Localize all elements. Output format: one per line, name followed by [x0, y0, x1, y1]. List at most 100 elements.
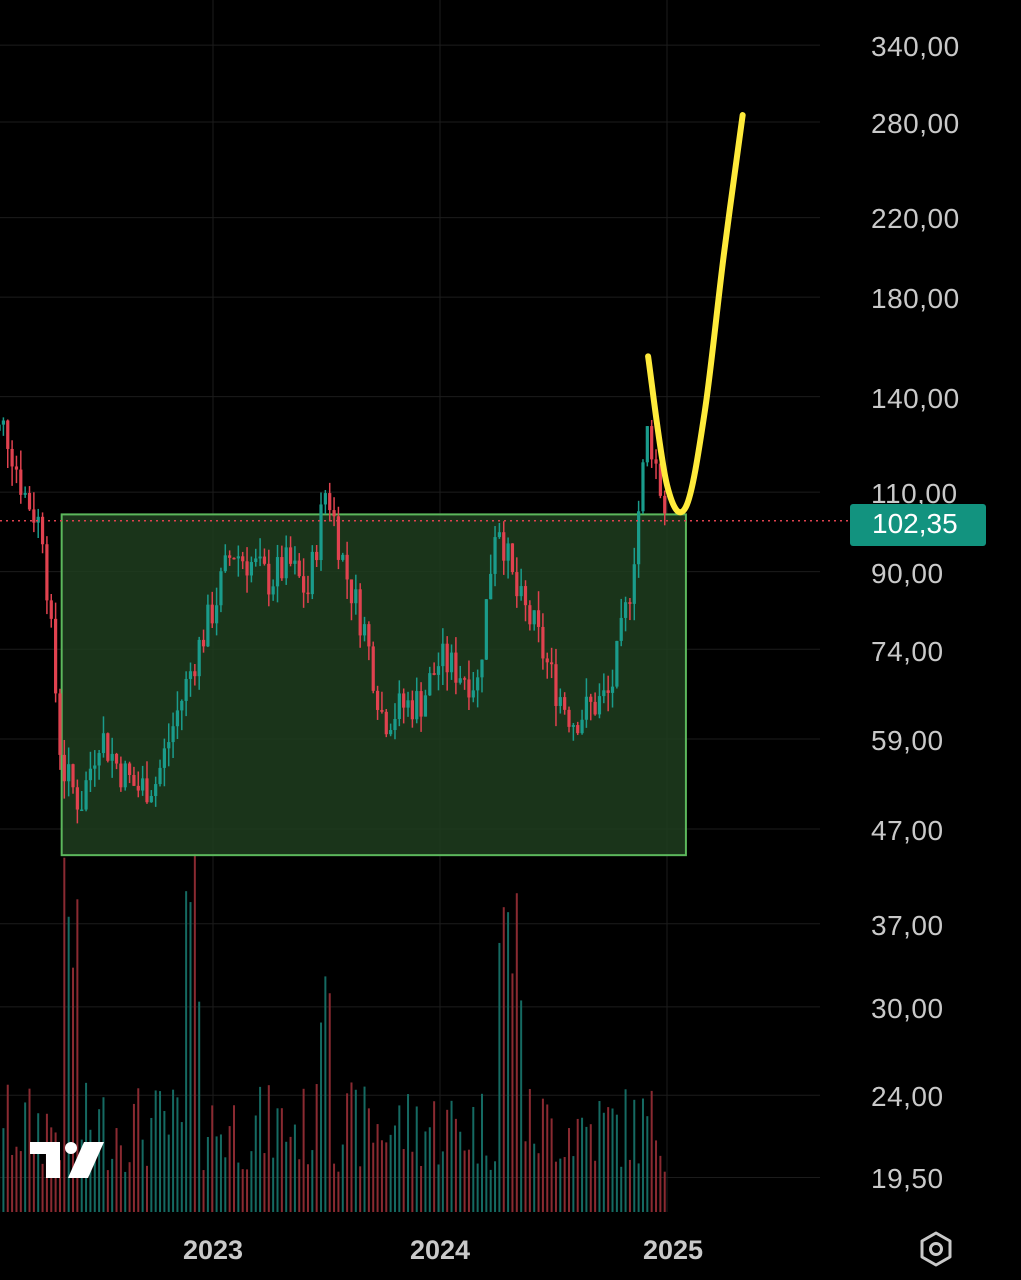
volume-bar [663, 1171, 666, 1212]
projection-curve[interactable] [645, 112, 746, 516]
volume-bar [228, 1126, 231, 1212]
price-axis-label: 47,00 [871, 815, 944, 846]
volume-bar [437, 1164, 440, 1212]
candle-body [402, 693, 406, 708]
candle-body [180, 700, 184, 711]
volume-bar [415, 1106, 418, 1212]
candle-body [32, 509, 36, 523]
candle-body [502, 532, 506, 561]
volume-bar [467, 1149, 470, 1212]
volume-bar [15, 1146, 18, 1212]
volume-bar [206, 1136, 209, 1212]
candle-body [410, 700, 414, 720]
volume-bar [302, 1088, 305, 1212]
candle-body [88, 768, 93, 781]
volume-bar [11, 1154, 14, 1212]
volume-bar [119, 1145, 122, 1212]
volume-bar [198, 1001, 201, 1212]
volume-bar [650, 1090, 653, 1212]
candle-body [615, 640, 619, 687]
volume-bar [637, 1163, 640, 1212]
volume-bar [420, 1165, 423, 1212]
candle-body [271, 586, 275, 595]
candle-body [467, 679, 471, 698]
volume-bar [494, 1161, 497, 1212]
volume-bar [93, 1148, 96, 1212]
candle-body [249, 562, 254, 576]
candle-body [6, 420, 10, 449]
candle-body [550, 662, 554, 665]
candle-body [397, 693, 401, 720]
volume-bar [428, 1127, 431, 1212]
volume-bar [659, 1155, 662, 1212]
candle-body [558, 697, 562, 706]
volume-bar [641, 1098, 644, 1212]
candle-body [206, 604, 210, 647]
candle-body [210, 604, 214, 624]
candle-body [645, 426, 649, 463]
candle-body [136, 785, 140, 791]
candle-body [349, 579, 354, 604]
volume-bar [37, 1113, 40, 1212]
tradingview-logo[interactable] [30, 1142, 104, 1178]
candle-body [406, 700, 410, 708]
candle-body [484, 599, 488, 660]
candle-body [197, 639, 201, 677]
candle-body [158, 767, 162, 785]
candle-body [515, 572, 519, 597]
candle-body [297, 560, 301, 577]
volume-bar [476, 1163, 479, 1212]
candle-body [119, 763, 123, 788]
volume-bar [346, 1093, 349, 1212]
last-price-value: 102,35 [872, 508, 958, 539]
volume-bar [402, 1149, 405, 1212]
time-axis[interactable]: 2023 2024 2025 [183, 1235, 703, 1265]
candle-body [597, 696, 602, 715]
volume-bar [159, 1091, 162, 1212]
candle-body [245, 561, 249, 576]
candle-body [589, 696, 593, 702]
price-axis-label: 180,00 [871, 283, 960, 314]
candle-body [101, 733, 106, 754]
volume-bar [367, 1108, 370, 1212]
volume-bar [389, 1134, 392, 1212]
volume-bar [337, 1171, 340, 1212]
candle-body [293, 560, 297, 564]
candle-body [97, 753, 101, 766]
volume-bar [272, 1157, 275, 1212]
volume-bar [315, 1084, 318, 1212]
volume-bar [489, 1169, 492, 1212]
volume-bar [280, 1108, 283, 1212]
volume-bar [246, 1169, 249, 1212]
volume-bar [232, 1105, 235, 1212]
candle-body [593, 701, 597, 715]
price-axis[interactable]: 340,00 280,00 220,00 180,00 140,00 110,0… [871, 31, 960, 1194]
volume-bar [128, 1162, 131, 1212]
candle-body [228, 555, 232, 558]
candle-body [84, 780, 88, 810]
volume-bar [520, 1000, 523, 1212]
candle-body [110, 753, 114, 761]
settings-gear-icon[interactable] [920, 1231, 952, 1267]
volume-bar [480, 1093, 483, 1212]
volume-bar [328, 993, 331, 1212]
candle-body [358, 589, 362, 636]
volume-bar [202, 1170, 205, 1212]
candle-body [658, 463, 662, 496]
candle-body [654, 459, 658, 464]
candle-body [489, 573, 493, 600]
volume-bar [589, 1124, 592, 1212]
candle-body [267, 563, 271, 595]
time-axis-label: 2024 [410, 1235, 470, 1265]
candle-body [254, 558, 258, 563]
candle-body [141, 778, 145, 791]
volume-bar [507, 912, 510, 1212]
candle-body [132, 774, 136, 786]
candle-body [623, 602, 628, 618]
volume-bar [63, 857, 66, 1212]
volume-bar [98, 1109, 101, 1212]
candle-body [188, 671, 193, 679]
candle-body [389, 730, 393, 735]
volume-bar [393, 1125, 396, 1212]
